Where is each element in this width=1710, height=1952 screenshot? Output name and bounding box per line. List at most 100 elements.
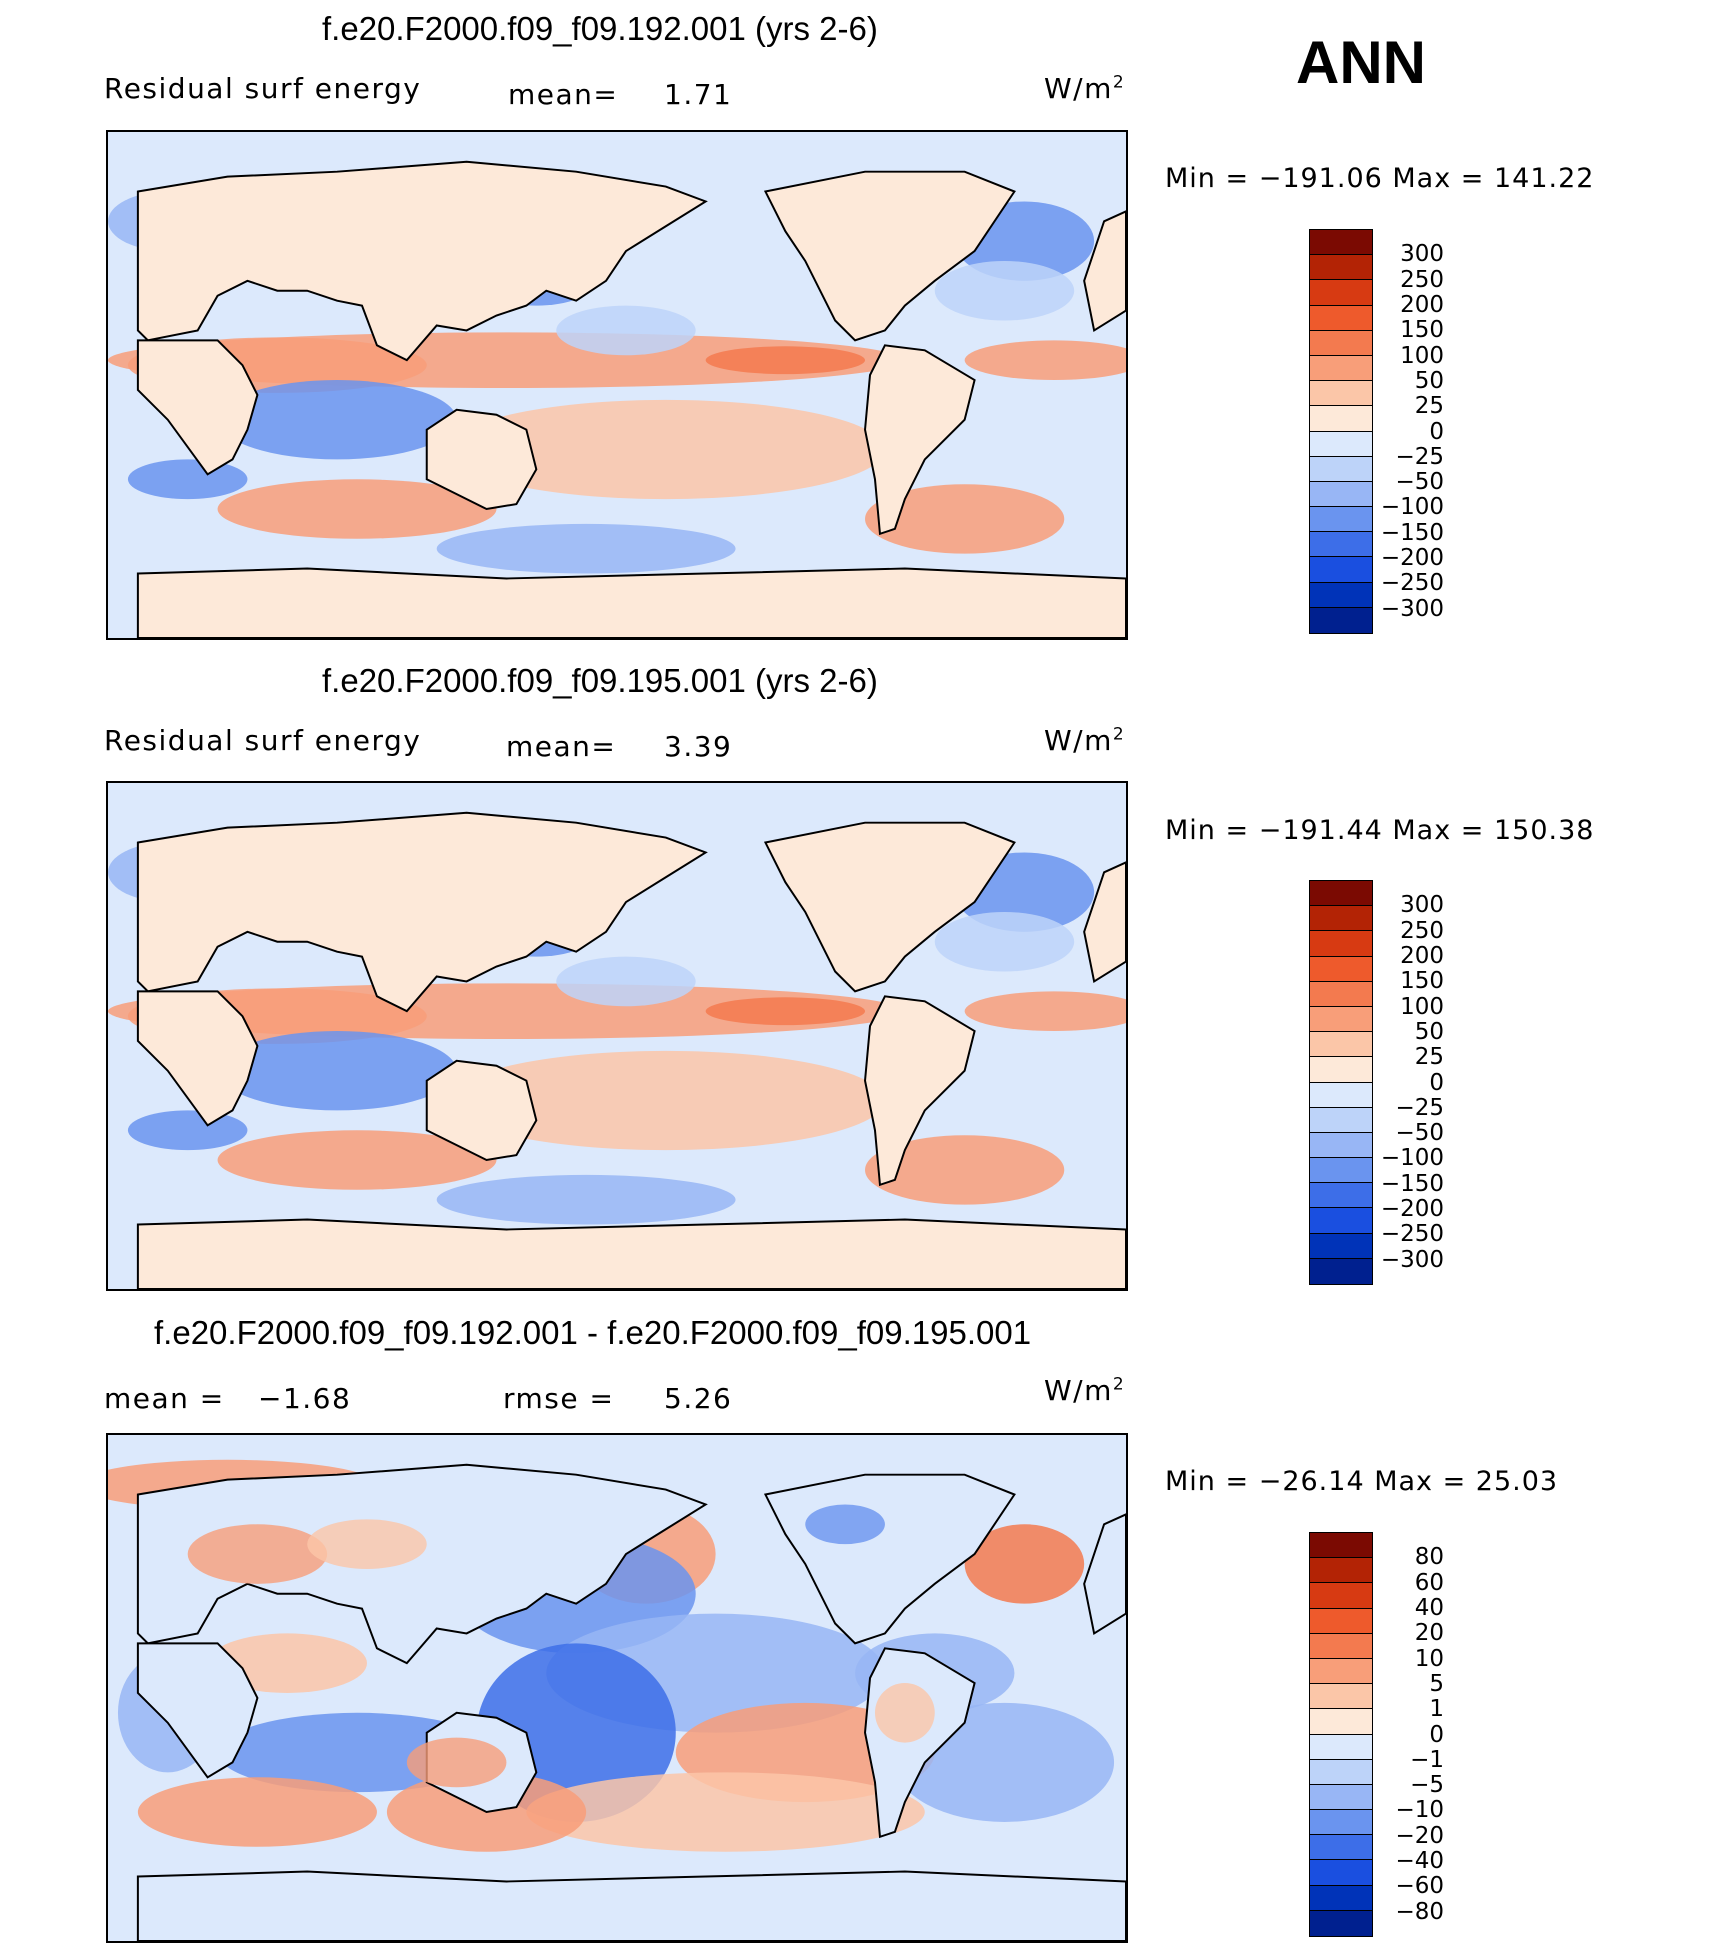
colorbar-tick-label: −250: [1380, 1221, 1444, 1248]
colorbar-tick-label: 200: [1400, 291, 1444, 318]
colorbar-tick-label: −25: [1395, 443, 1444, 470]
colorbar-tick-label: 25: [1414, 1044, 1444, 1071]
colorbar-cell: [1310, 1810, 1372, 1836]
field-contour-region: [964, 340, 1126, 381]
field-contour-region: [865, 1135, 1065, 1205]
panel3-colorbar: [1309, 1532, 1373, 1937]
colorbar-cell: [1310, 1583, 1372, 1609]
panel3-mean-label: mean =: [104, 1382, 225, 1415]
colorbar-tick-label: −100: [1380, 1145, 1444, 1172]
colorbar-tick-label: 150: [1400, 317, 1444, 344]
colorbar-cell: [1310, 1684, 1372, 1710]
panel1-variable: Residual surf energy: [104, 72, 422, 105]
colorbar-tick-label: −50: [1395, 1120, 1444, 1147]
colorbar-tick-label: −20: [1395, 1822, 1444, 1849]
continent-outline: [425, 1059, 538, 1162]
field-contour-region: [934, 911, 1075, 972]
colorbar-cell: [1310, 1709, 1372, 1735]
colorbar-cell: [1310, 305, 1372, 331]
colorbar-cell: [1310, 1658, 1372, 1685]
colorbar-cell: [1310, 1132, 1372, 1159]
continent-outline: [136, 567, 1126, 638]
colorbar-tick-label: 25: [1414, 393, 1444, 420]
panel2-colorbar: [1309, 880, 1373, 1285]
panel3-map: [106, 1433, 1128, 1943]
field-contour-region: [705, 997, 866, 1026]
colorbar-tick-label: 40: [1414, 1594, 1444, 1621]
panel3-rmse-label: rmse =: [503, 1382, 615, 1415]
colorbar-cell: [1310, 230, 1372, 256]
colorbar-tick-label: −25: [1395, 1094, 1444, 1121]
field-contour-region: [556, 956, 696, 1007]
panel3-mean-value: −1.68: [258, 1382, 352, 1415]
land-contour-region: [307, 1519, 427, 1569]
colorbar-tick-label: 300: [1400, 241, 1444, 268]
colorbar-tick-label: −50: [1395, 469, 1444, 496]
land-contour-region: [805, 1504, 885, 1545]
continent-outline: [136, 990, 259, 1127]
panel3-colorbar-labels: 80 60 40 20 10 5 1 0 −1 −5 −10 −20 −40 −60 −80: [1380, 1532, 1444, 1937]
colorbar-cell: [1310, 557, 1372, 583]
field-contour-region: [436, 523, 736, 574]
colorbar-cell: [1310, 406, 1372, 432]
continent-outline: [425, 408, 538, 511]
panel1-units: W/m2: [1044, 72, 1126, 105]
panel2-title: f.e20.F2000.f09_f09.195.001 (yrs 2-6): [322, 662, 878, 699]
panel1-colorbar: [1309, 229, 1373, 634]
continent-outline: [136, 811, 708, 1013]
colorbar-cell: [1310, 881, 1372, 907]
panel2-variable: Residual surf energy: [104, 724, 422, 757]
colorbar-tick-label: −250: [1380, 570, 1444, 597]
continent-outline: [864, 344, 976, 536]
continent-outline: [136, 160, 708, 362]
colorbar-tick-label: −40: [1395, 1848, 1444, 1875]
colorbar-tick-label: −300: [1380, 1246, 1444, 1273]
colorbar-cell: [1310, 1533, 1372, 1559]
colorbar-cell: [1310, 280, 1372, 306]
colorbar-cell: [1310, 1208, 1372, 1234]
field-contour-region: [217, 1130, 497, 1190]
colorbar-cell: [1310, 582, 1372, 608]
field-contour-region: [964, 1524, 1085, 1604]
colorbar-tick-label: 0: [1429, 418, 1444, 445]
colorbar-tick-label: 60: [1414, 1569, 1444, 1596]
colorbar-cell: [1310, 1183, 1372, 1209]
colorbar-tick-label: −5: [1410, 1772, 1444, 1799]
field-contour-region: [127, 1110, 248, 1151]
colorbar-tick-label: −200: [1380, 1196, 1444, 1223]
colorbar-cell: [1310, 1107, 1372, 1133]
panel2-mean-value: 3.39: [664, 730, 733, 763]
field-contour-region: [137, 1777, 377, 1847]
colorbar-tick-label: −200: [1380, 545, 1444, 572]
colorbar-tick-label: −60: [1395, 1873, 1444, 1900]
field-contour-region: [217, 1031, 457, 1111]
colorbar-tick-label: −150: [1380, 519, 1444, 546]
continent-outline: [136, 1642, 259, 1779]
colorbar-tick-label: 50: [1414, 1018, 1444, 1045]
field-contour-region: [964, 991, 1126, 1032]
continent-outline: [136, 1218, 1126, 1289]
colorbar-tick-label: −10: [1395, 1797, 1444, 1824]
panel3-units: W/m2: [1044, 1374, 1126, 1407]
panel1-mean-label: mean=: [508, 78, 619, 111]
colorbar-tick-label: 0: [1429, 1721, 1444, 1748]
colorbar-cell: [1310, 456, 1372, 482]
colorbar-tick-label: 250: [1400, 266, 1444, 293]
panel1-title: f.e20.F2000.f09_f09.192.001 (yrs 2-6): [322, 10, 878, 47]
colorbar-tick-label: 300: [1400, 892, 1444, 919]
continent-outline: [136, 339, 259, 476]
colorbar-tick-label: 100: [1400, 993, 1444, 1020]
field-contour-region: [526, 1772, 925, 1852]
colorbar-cell: [1310, 532, 1372, 558]
colorbar-cell: [1310, 1158, 1372, 1184]
colorbar-tick-label: 5: [1429, 1670, 1444, 1697]
continent-outline: [1083, 861, 1126, 984]
panel3-rmse-value: 5.26: [664, 1382, 733, 1415]
colorbar-cell: [1310, 1006, 1372, 1033]
colorbar-cell: [1310, 330, 1372, 356]
colorbar-tick-label: 1: [1429, 1696, 1444, 1723]
colorbar-cell: [1310, 481, 1372, 508]
panel1-colorbar-labels: 300 250 200 150 100 50 25 0 −25 −50 −100 −150 −200 −2…: [1380, 229, 1444, 634]
land-contour-region: [187, 1524, 328, 1584]
